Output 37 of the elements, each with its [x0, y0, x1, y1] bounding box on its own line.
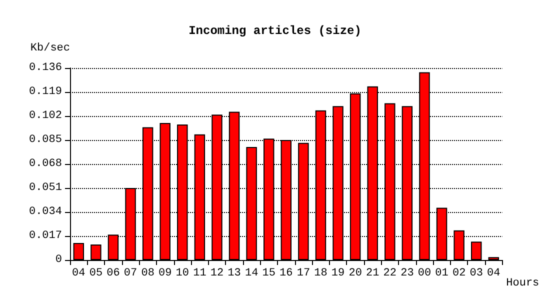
- x-tick-label: 04: [487, 268, 501, 280]
- y-tick-label: 0.034: [28, 206, 62, 218]
- x-tick-label: 01: [435, 268, 449, 280]
- x-tick-label: 10: [176, 268, 189, 280]
- x-tick-label: 19: [331, 268, 345, 280]
- x-tick-label: 15: [262, 268, 276, 280]
- x-tick-label: 11: [193, 268, 207, 280]
- y-tick-label: 0.102: [28, 110, 62, 122]
- y-tick-label: 0: [55, 254, 62, 266]
- x-tick-label: 09: [158, 268, 172, 280]
- x-tick-label: 20: [348, 268, 362, 280]
- y-tick-label: 0.085: [28, 134, 62, 146]
- x-tick-label: 14: [244, 268, 259, 280]
- x-tick-label: 04: [72, 268, 86, 280]
- y-tick-label: 0.051: [28, 182, 62, 194]
- y-tick-label: 0.136: [28, 62, 62, 74]
- x-tick-label: 03: [470, 268, 483, 280]
- x-tick-label: 07: [124, 268, 138, 280]
- x-tick-label: 06: [106, 268, 120, 280]
- x-tick-label: 18: [314, 268, 328, 280]
- x-tick-label: 12: [210, 268, 224, 280]
- x-tick-label: 17: [296, 268, 310, 280]
- x-tick-label: 02: [452, 268, 466, 280]
- x-tick-label: 00: [418, 268, 432, 280]
- x-tick-label: 22: [383, 268, 396, 280]
- x-tick-label: 21: [366, 268, 380, 280]
- x-tick-label: 05: [89, 268, 103, 280]
- x-tick-label: 16: [280, 268, 293, 280]
- x-tick-label: 08: [141, 268, 154, 280]
- y-axis-title: Kb/sec: [30, 42, 70, 54]
- y-tick-label: 0.119: [28, 86, 62, 98]
- y-tick-label: 0.017: [28, 230, 62, 242]
- chart-title: Incoming articles (size): [188, 24, 362, 38]
- y-tick-label: 0.068: [28, 158, 62, 170]
- x-axis-title: Hours: [506, 278, 540, 290]
- x-tick-label: 23: [400, 268, 414, 280]
- x-tick-label: 13: [228, 268, 241, 280]
